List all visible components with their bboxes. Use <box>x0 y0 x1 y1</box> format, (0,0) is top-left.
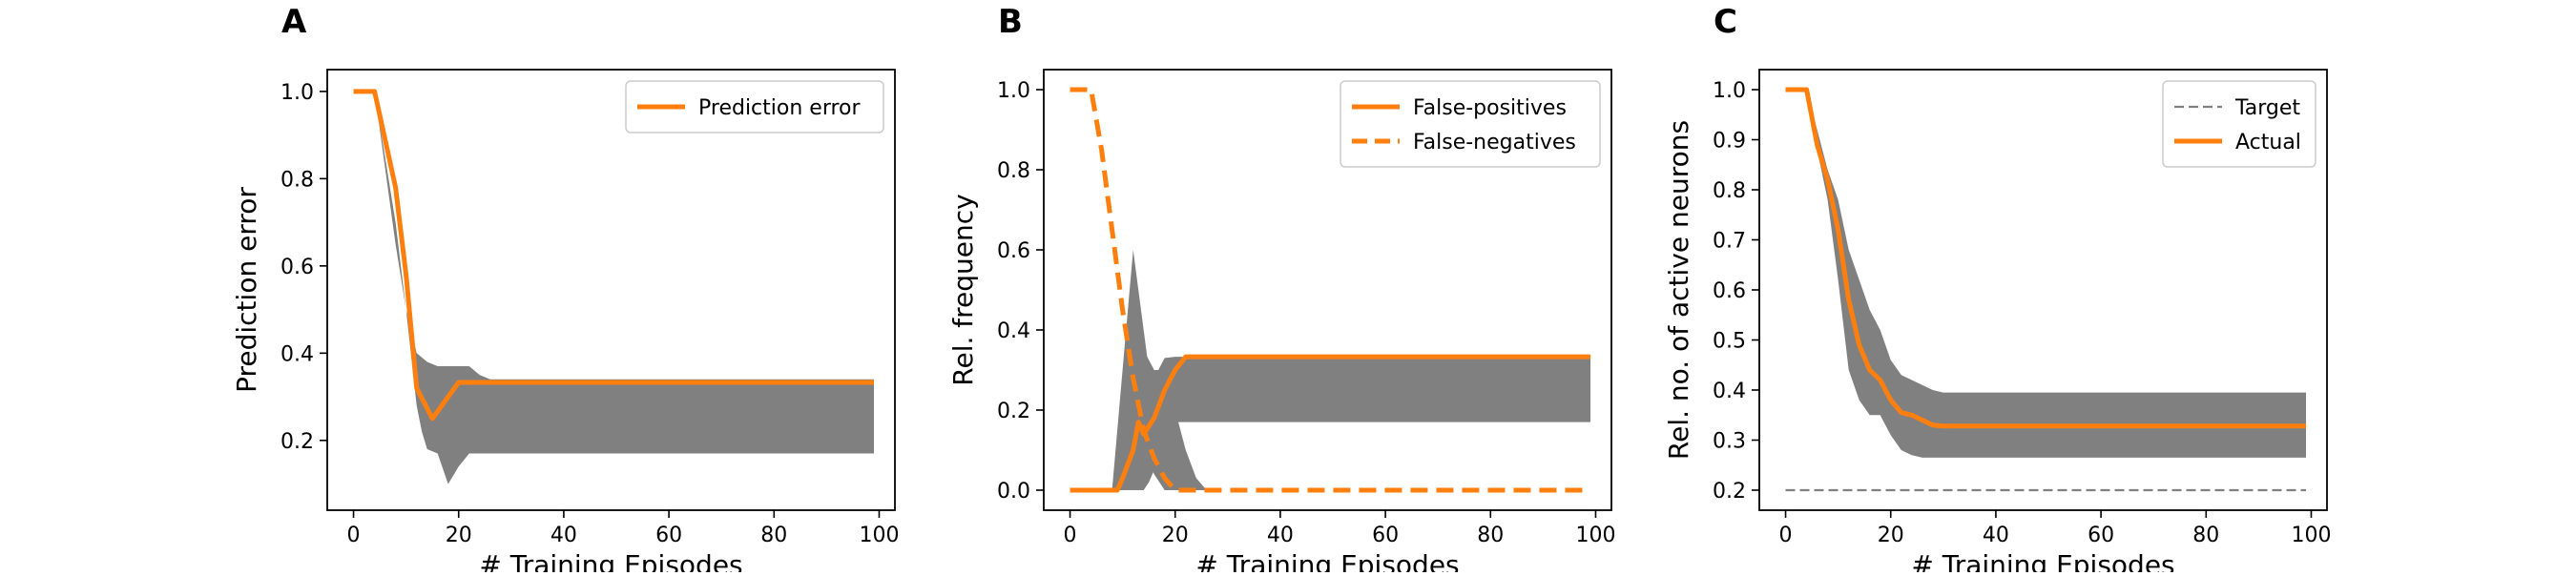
y-tick-label: 1.0 <box>997 79 1030 103</box>
plot-area <box>1070 87 1590 493</box>
series-line-0 <box>353 89 874 422</box>
legend-label-1: Actual <box>2235 131 2301 154</box>
panel-b: B 0 20 40 60 80 100 0.0 0.2 0.4 0.6 0.8 1.0 # Trainin… <box>947 3 1615 576</box>
std-band-0 <box>1785 90 2306 458</box>
plot-area <box>353 89 874 484</box>
legend-label-0: False-positives <box>1413 96 1567 120</box>
y-axis-label: Rel. no. of active neurons <box>1663 120 1694 460</box>
panel-label: A <box>281 3 307 41</box>
x-tick-label: 100 <box>2291 524 2331 547</box>
y-tick-label: 0.4 <box>280 342 314 366</box>
x-tick-label: 80 <box>760 524 787 547</box>
series-line-1 <box>1785 87 2306 429</box>
axes-frame <box>326 69 896 511</box>
y-axis-label: Prediction error <box>231 187 262 393</box>
series-line-0 <box>1070 354 1590 493</box>
y-tick-label: 1.0 <box>280 81 314 105</box>
x-tick-label: 100 <box>1575 524 1615 547</box>
panel-a: A 0 20 40 60 80 100 0.2 0.4 0.6 0.8 1.0 # Training E… <box>231 3 899 576</box>
y-tick-label: 0.6 <box>997 239 1030 263</box>
x-axis-label: # Training Episodes <box>1911 549 2174 572</box>
plot-area <box>1785 87 2306 492</box>
panel-c: C 0 20 40 60 80 100 0.2 0.3 0.4 0.5 0.6 0.7 0.8 0.9 1.0… <box>1663 3 2331 576</box>
y-tick-label: 0.2 <box>997 400 1030 423</box>
x-tick-label: 0 <box>1064 524 1077 547</box>
x-tick-label: 20 <box>446 524 472 547</box>
y-tick-label: 0.7 <box>1713 230 1746 254</box>
panel-label: B <box>998 3 1023 41</box>
x-tick-label: 40 <box>1983 524 2009 547</box>
legend: Prediction error <box>625 80 884 134</box>
x-tick-label: 20 <box>1878 524 1904 547</box>
y-tick-label: 0.3 <box>1713 430 1746 454</box>
legend-box <box>2162 80 2316 168</box>
x-tick-label: 20 <box>1162 524 1189 547</box>
legend: False-positives False-negatives <box>1340 80 1601 168</box>
y-tick-label: 0.6 <box>1713 279 1746 303</box>
x-tick-label: 60 <box>655 524 682 547</box>
y-tick-label: 0.8 <box>1713 179 1746 203</box>
std-band-0 <box>353 91 874 484</box>
legend-box <box>625 80 884 134</box>
x-tick-label: 0 <box>347 524 361 547</box>
y-tick-label: 1.0 <box>1713 79 1746 103</box>
x-axis-label: # Training Episodes <box>479 549 742 572</box>
y-tick-label: 0.5 <box>1713 330 1746 354</box>
y-tick-label: 0.6 <box>280 256 314 279</box>
y-tick-label: 0.2 <box>280 430 314 454</box>
axes-frame <box>1043 69 1612 511</box>
legend-label-0: Target <box>2234 96 2300 120</box>
x-tick-label: 80 <box>1477 524 1504 547</box>
y-tick-label: 0.8 <box>997 159 1030 183</box>
y-tick-label: 0.9 <box>1713 130 1746 154</box>
std-band-0 <box>1070 250 1590 490</box>
panel-label: C <box>1714 3 1737 41</box>
y-tick-label: 0.4 <box>997 319 1030 343</box>
y-tick-label: 0.8 <box>280 168 314 192</box>
x-tick-label: 60 <box>2088 524 2114 547</box>
legend-label-0: Prediction error <box>698 96 861 120</box>
x-tick-label: 60 <box>1372 524 1399 547</box>
x-tick-label: 100 <box>859 524 899 547</box>
y-axis-label: Rel. frequency <box>947 194 979 385</box>
x-tick-label: 40 <box>1267 524 1294 547</box>
std-band-1 <box>1132 290 1207 490</box>
x-axis-label: # Training Episodes <box>1195 549 1459 572</box>
x-tick-label: 40 <box>551 524 577 547</box>
x-tick-label: 80 <box>2192 524 2219 547</box>
y-tick-label: 0.2 <box>1713 480 1746 504</box>
y-tick-label: 0.4 <box>1713 380 1746 403</box>
y-tick-label: 0.0 <box>997 480 1030 504</box>
legend: Target Actual <box>2162 80 2316 168</box>
legend-box <box>1340 80 1601 168</box>
x-tick-label: 0 <box>1779 524 1793 547</box>
legend-label-1: False-negatives <box>1413 131 1576 154</box>
